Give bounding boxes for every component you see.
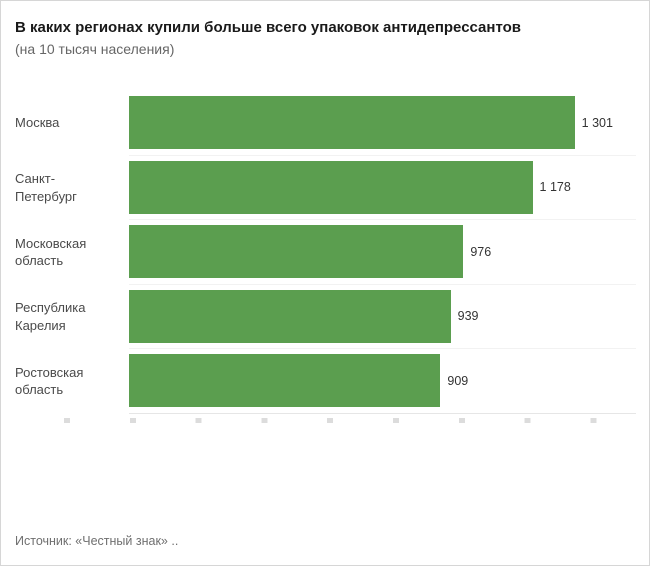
bar [129,96,575,150]
bar [129,354,441,408]
bar-row: Республика Карелия 939 [1,284,649,350]
bar-row: Москва 1 301 [1,91,649,156]
axis-ticks [64,418,599,424]
plot-area: 1 178 [129,155,636,221]
plot-area: 939 [129,284,636,350]
chart-header: В каких регионах купили больше всего упа… [1,1,649,59]
bar [129,225,464,279]
value-label: 1 301 [581,115,613,130]
value-label: 976 [470,244,492,259]
category-label: Московская область [15,235,87,269]
chart-title: В каких регионах купили больше всего упа… [15,19,521,36]
chart-subtitle: (на 10 тысяч населения) [15,41,175,57]
bar-row: Ростовская область 909 [1,349,649,414]
source-note: Источник: «Честный знак» .. [15,534,179,548]
bar [129,160,533,214]
category-label: Санкт-Петербург [15,171,77,204]
bar-chart: Москва 1 301 Санкт-Петербург 1 178 Московска… [1,91,649,414]
bar-row: Московская область 976 [1,220,649,285]
bar-row: Санкт-Петербург 1 178 [1,155,649,221]
category-label: Республика Карелия [15,300,86,333]
value-label: 939 [457,309,479,324]
value-label: 1 178 [539,180,571,195]
plot-area: 976 [129,219,636,285]
bar [129,289,451,343]
category-label: Ростовская область [15,364,84,398]
value-label: 909 [447,373,469,388]
category-label: Москва [15,115,60,131]
plot-area: 1 301 [129,90,636,156]
plot-area: 909 [129,348,636,414]
